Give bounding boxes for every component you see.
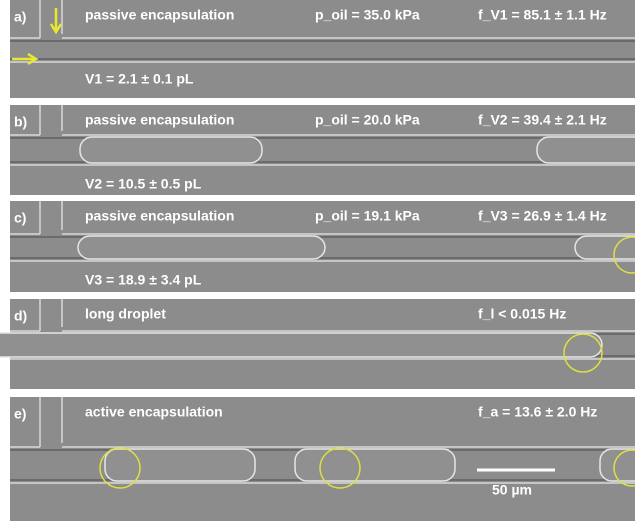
droplet — [294, 448, 456, 482]
main-channel — [10, 330, 635, 360]
panel-label: b) — [14, 114, 27, 130]
main-channel — [10, 37, 635, 63]
volume-label: V3 = 18.9 ± 3.4 pL — [85, 272, 202, 288]
droplet — [104, 448, 256, 482]
mode-label: passive encapsulation — [85, 208, 234, 224]
frequency-label: f_V3 = 26.9 ± 1.4 Hz — [478, 208, 607, 224]
mode-label: long droplet — [85, 306, 166, 322]
main-channel — [10, 233, 635, 262]
flow-arrow — [12, 52, 39, 66]
cell-marker — [563, 333, 603, 373]
cell-marker — [99, 447, 141, 489]
pressure-label: p_oil = 19.1 kPa — [315, 208, 420, 224]
inlet-channel — [39, 299, 63, 331]
scale-bar-label: 50 µm — [492, 482, 532, 498]
droplet — [599, 448, 635, 482]
micrograph — [10, 0, 635, 98]
frequency-label: f_V2 = 39.4 ± 2.1 Hz — [478, 112, 607, 128]
panel-label: e) — [14, 406, 26, 422]
mode-label: passive encapsulation — [85, 112, 234, 128]
droplet — [77, 235, 326, 260]
frequency-label: f_a = 13.6 ± 2.0 Hz — [478, 404, 597, 420]
droplet — [79, 136, 263, 164]
pressure-label: p_oil = 20.0 kPa — [315, 112, 420, 128]
frequency-label: f_l < 0.015 Hz — [478, 306, 566, 322]
inlet-channel — [39, 201, 63, 234]
panel-label: a) — [14, 9, 26, 25]
mode-label: passive encapsulation — [85, 7, 234, 23]
cell-marker — [613, 449, 635, 487]
panel-label: c) — [14, 210, 26, 226]
cell-marker — [319, 447, 361, 489]
inlet-channel — [39, 397, 63, 447]
droplet — [536, 136, 635, 164]
main-channel — [10, 134, 635, 166]
volume-label: V2 = 10.5 ± 0.5 pL — [85, 176, 202, 192]
mode-label: active encapsulation — [85, 404, 223, 420]
cell-marker — [613, 236, 635, 274]
main-channel-shadow — [10, 40, 635, 60]
inlet-channel — [39, 105, 63, 135]
inlet-channel — [39, 0, 63, 38]
volume-label: V1 = 2.1 ± 0.1 pL — [85, 71, 194, 87]
droplet — [0, 332, 603, 358]
pressure-label: p_oil = 35.0 kPa — [315, 7, 420, 23]
droplet — [574, 235, 635, 260]
frequency-label: f_V1 = 85.1 ± 1.1 Hz — [478, 7, 607, 23]
flow-arrow — [49, 8, 63, 35]
panel-label: d) — [14, 308, 27, 324]
main-channel — [10, 446, 635, 484]
